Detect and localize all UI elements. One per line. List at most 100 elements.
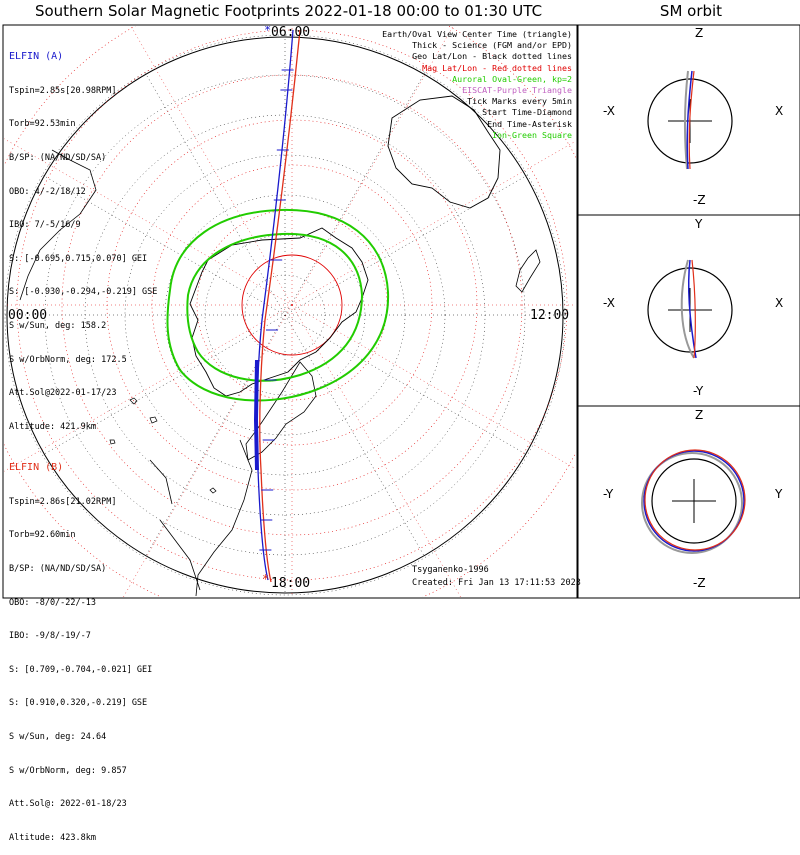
- south-america-coastline: [149, 439, 253, 597]
- earth-circle: [651, 458, 737, 544]
- elfin-a-line: B/SP: (NA/ND/SD/SA): [9, 153, 107, 164]
- elfin-a-science-segment: [253, 359, 259, 471]
- legend-item: Earth/Oval View Center Time (triangle): [382, 29, 572, 39]
- page-title: Southern Solar Magnetic Footprints 2022-…: [34, 2, 543, 20]
- elfin-b-end-asterisk: *: [262, 572, 269, 586]
- antarctica-coastline: [189, 227, 369, 397]
- orbit-panel-2: [647, 259, 733, 359]
- elfin-b-name: ELFIN (B): [9, 462, 64, 474]
- orbit-trace-a: [686, 70, 693, 170]
- elfin-b-line: S w/Sun, deg: 24.64: [9, 732, 107, 743]
- orbit-panel-title: SM orbit: [659, 2, 723, 20]
- elfin-b-line: Tspin=2.86s[21.02RPM]: [9, 496, 117, 507]
- new-zealand-coastline: [515, 249, 541, 293]
- elfin-a-name: ELFIN (A): [9, 51, 64, 63]
- legend-item: EISCAT-Purple Triangle: [462, 85, 572, 96]
- elfin-a-end-asterisk: *: [264, 23, 271, 37]
- auroral-oval-outer: [166, 208, 390, 402]
- orbit-trace-gray: [680, 259, 695, 359]
- australia-coastline: [387, 95, 501, 209]
- created-credit: Created: Fri Jan 13 17:11:53 2023: [412, 578, 581, 588]
- legend-item: Ion-Green Square: [492, 129, 572, 140]
- orbit-panel-1: [647, 70, 733, 170]
- time-label-bottom: 18:00: [271, 576, 311, 591]
- orbit-frame-3: [577, 405, 800, 599]
- legend: Earth/Oval View Center Time (triangle) Th…: [382, 29, 572, 141]
- time-label-top: 06:00: [271, 25, 311, 40]
- panel3-left-label: -Y: [603, 487, 614, 501]
- orbit-panel-3: [641, 449, 746, 554]
- mag-lon-line: [291, 140, 576, 306]
- elfin-b-line: Att.Sol@: 2022-01-18/23: [9, 799, 127, 810]
- geo-grid: [4, 34, 566, 596]
- mag-lon-line: [4, 304, 293, 472]
- mag-lon-line: [291, 26, 454, 306]
- legend-item: End Time-Asterisk: [487, 118, 572, 129]
- orbit-frame-1: [577, 24, 800, 216]
- orbit-trace-gray: [683, 70, 689, 170]
- elfin-b-line: S w/OrbNorm, deg: 9.857: [9, 765, 127, 776]
- elfin-a-line: IBO: 7/-5/16/9: [9, 220, 81, 231]
- mag-lat-circle: [241, 254, 343, 356]
- panel1-bottom-label: -Z: [693, 193, 706, 207]
- elfin-b-info: ELFIN (B) Tspin=2.86s[21.02RPM] Torb=92.…: [9, 440, 152, 855]
- island-coastlines: [109, 397, 217, 494]
- panel2-top-label: Y: [695, 217, 703, 231]
- orbit-trace-gray: [641, 452, 743, 554]
- peninsula-coastline: [245, 361, 317, 461]
- auroral-oval-inner: [186, 232, 364, 382]
- panel3-top-label: Z: [695, 408, 704, 422]
- legend-item: Tick Marks every 5min: [467, 96, 572, 107]
- mag-lat-circle: [61, 74, 523, 536]
- elfin-b-line: Torb=92.60min: [9, 530, 76, 541]
- panel1-right-label: X: [775, 104, 784, 118]
- geo-lon-line: [42, 174, 528, 456]
- earth-limb: [6, 36, 564, 594]
- elfin-b-track: [259, 29, 301, 583]
- panel2-right-label: X: [775, 296, 784, 310]
- elfin-b-line: S: [0.910,0.320,-0.219] GSE: [9, 698, 148, 709]
- elfin-b-line: S: [0.709,-0.704,-0.021] GEI: [9, 664, 153, 675]
- orbit-trace-b: [691, 259, 696, 359]
- orbit-panels: [641, 70, 746, 554]
- mag-lon-line: [123, 304, 293, 597]
- elfin-a-line: S w/OrbNorm, deg: 172.5: [9, 354, 127, 365]
- legend-item: Thick - Science (FGM and/or EPD): [412, 40, 572, 51]
- panel3-bottom-label: -Z: [693, 576, 706, 590]
- elfin-a-line: S: [-0.695,0.715,0.070] GEI: [9, 253, 148, 264]
- panel1-top-label: Z: [695, 26, 704, 40]
- satellite-tracks: **: [253, 23, 301, 586]
- legend-item: Geo Lat/Lon - Black dotted lines: [412, 51, 572, 62]
- elfin-b-line: Altitude: 423.8km: [9, 832, 96, 843]
- mag-lon-line: [291, 304, 461, 597]
- elfin-a-line: S: [-0.930,-0.294,-0.219] GSE: [9, 287, 158, 298]
- mag-lat-circle: [16, 29, 568, 581]
- elfin-a-line: Torb=92.53min: [9, 119, 76, 130]
- elfin-b-line: B/SP: (NA/ND/SD/SA): [9, 564, 107, 575]
- elfin-a-line: S w/Sun, deg: 158.2: [9, 321, 107, 332]
- africa-coastline: [19, 149, 97, 301]
- time-label-left: 00:00: [8, 308, 48, 323]
- mag-lon-line: [291, 304, 576, 470]
- panel2-left-label: -X: [603, 296, 615, 310]
- orbit-trace-a: [643, 450, 745, 552]
- orbit-trace-b: [644, 449, 746, 551]
- panel2-bottom-label: -Y: [693, 384, 704, 398]
- mag-grid: [4, 26, 576, 597]
- panel1-left-label: -X: [603, 104, 615, 118]
- elfin-a-info: ELFIN (A) Tspin=2.85s[20.98RPM] Torb=92.…: [9, 29, 157, 444]
- elfin-a-line: OBO: 4/-2/18/12: [9, 186, 86, 197]
- legend-item: Start Time-Diamond: [482, 107, 572, 118]
- model-credit: Tsyganenko-1996: [412, 565, 489, 575]
- panel3-right-label: Y: [775, 487, 783, 501]
- geo-lat-circle: [4, 34, 566, 596]
- elfin-b-line: IBO: -9/8/-19/-7: [9, 631, 91, 642]
- legend-item: Mag Lat/Lon - Red dotted lines: [422, 62, 572, 73]
- elfin-a-line: Altitude: 421.9km: [9, 421, 96, 432]
- map-frame: [2, 24, 578, 599]
- orbit-trace-b: [688, 70, 695, 170]
- mag-lon-line: [130, 26, 293, 306]
- legend-item: Auroral Oval-Green, kp=2: [452, 73, 572, 84]
- mag-lon-line: [4, 138, 293, 306]
- elfin-a-line: Tspin=2.85s[20.98RPM]: [9, 85, 117, 96]
